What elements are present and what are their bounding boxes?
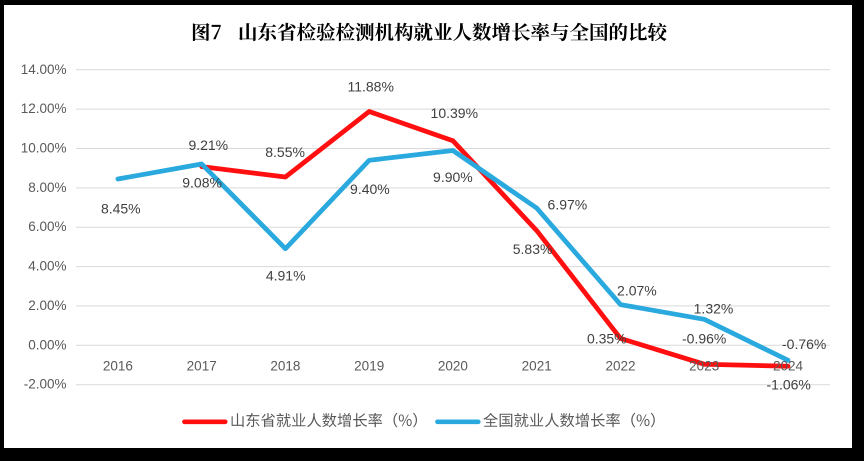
svg-text:8.45%: 8.45% (101, 200, 141, 216)
svg-text:4.00%: 4.00% (28, 259, 66, 274)
svg-text:2024: 2024 (773, 358, 804, 373)
svg-text:2019: 2019 (354, 358, 384, 373)
svg-text:6.00%: 6.00% (28, 219, 66, 234)
svg-text:11.88%: 11.88% (347, 79, 393, 95)
svg-text:10.39%: 10.39% (431, 105, 478, 121)
svg-text:2.07%: 2.07% (617, 282, 657, 298)
svg-text:-0.76%: -0.76% (782, 336, 826, 352)
svg-text:9.40%: 9.40% (350, 181, 390, 197)
svg-text:0.35%: 0.35% (587, 330, 627, 346)
svg-text:8.55%: 8.55% (265, 144, 305, 160)
svg-text:9.90%: 9.90% (433, 169, 473, 185)
svg-text:2.00%: 2.00% (28, 298, 66, 313)
svg-text:0.00%: 0.00% (28, 337, 66, 352)
svg-text:6.97%: 6.97% (548, 196, 588, 212)
svg-text:-2.00%: -2.00% (24, 377, 67, 392)
svg-text:14.00%: 14.00% (21, 62, 67, 77)
svg-text:4.91%: 4.91% (266, 268, 306, 284)
svg-text:-0.96%: -0.96% (682, 330, 726, 346)
svg-text:2023: 2023 (689, 358, 719, 373)
svg-text:12.00%: 12.00% (21, 101, 67, 116)
svg-text:1.32%: 1.32% (694, 300, 734, 316)
svg-text:2020: 2020 (438, 358, 468, 373)
svg-text:2018: 2018 (270, 358, 300, 373)
svg-text:5.83%: 5.83% (513, 241, 553, 257)
svg-text:8.00%: 8.00% (28, 180, 66, 195)
svg-text:-1.06%: -1.06% (767, 377, 811, 393)
svg-text:2022: 2022 (605, 358, 635, 373)
svg-text:2016: 2016 (103, 358, 133, 373)
svg-text:9.08%: 9.08% (182, 174, 222, 190)
svg-text:9.21%: 9.21% (188, 137, 228, 153)
svg-text:10.00%: 10.00% (21, 141, 67, 156)
svg-text:2021: 2021 (522, 358, 552, 373)
svg-text:2017: 2017 (187, 358, 217, 373)
